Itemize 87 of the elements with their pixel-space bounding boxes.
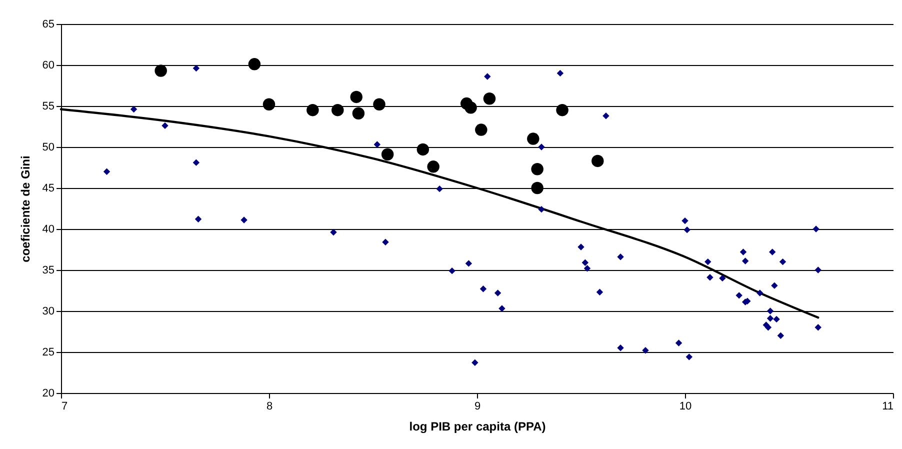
point [592, 154, 604, 168]
point [596, 288, 604, 296]
point [764, 324, 772, 331]
point [194, 216, 202, 223]
point [306, 104, 319, 116]
point [556, 70, 564, 77]
point [706, 274, 714, 281]
point [556, 104, 568, 116]
point [769, 248, 776, 256]
point [742, 258, 749, 264]
point [103, 168, 110, 175]
point [777, 332, 784, 339]
point [642, 347, 649, 354]
point [427, 160, 440, 173]
point [448, 267, 456, 274]
point [381, 148, 394, 160]
point [740, 248, 747, 256]
point [812, 226, 820, 232]
point [773, 316, 780, 323]
point [779, 258, 786, 266]
point [330, 228, 337, 236]
point [464, 102, 477, 114]
point [675, 340, 682, 346]
x-axis-title: log PIB per capita (PPA) [409, 420, 546, 434]
point [332, 104, 344, 116]
point [480, 286, 487, 292]
point [578, 244, 584, 250]
y-tick-label: 55 [42, 100, 54, 112]
point [766, 315, 774, 322]
point [130, 106, 138, 113]
point [382, 238, 389, 246]
point [484, 73, 491, 80]
point [494, 290, 502, 296]
y-tick-label: 65 [42, 18, 54, 30]
point [719, 274, 726, 282]
point [531, 182, 544, 194]
point [374, 141, 381, 148]
x-tick-label: 11 [882, 400, 894, 412]
point [436, 185, 443, 192]
point [352, 107, 365, 120]
point [766, 308, 774, 314]
x-tick-label: 10 [679, 400, 692, 412]
point [527, 132, 540, 145]
y-tick-label: 60 [42, 60, 54, 72]
point [617, 254, 624, 260]
point [814, 324, 822, 331]
point [350, 90, 362, 104]
point [531, 163, 544, 176]
y-axis-title: coeficiente de Gini [18, 156, 32, 262]
point [538, 206, 545, 213]
y-tick-label: 40 [42, 224, 54, 236]
point [584, 265, 591, 272]
point [771, 282, 778, 289]
point [192, 159, 200, 166]
point [617, 344, 624, 352]
point [192, 64, 200, 72]
x-tick-label: 8 [266, 400, 273, 412]
point [498, 305, 506, 312]
point [736, 292, 742, 299]
point [686, 354, 693, 360]
x-tick-label: 9 [474, 400, 481, 412]
y-tick-label: 20 [42, 388, 54, 400]
y-tick-label: 30 [42, 306, 54, 318]
point [756, 290, 764, 296]
y-tick-label: 35 [42, 264, 54, 276]
point [262, 98, 276, 110]
point [538, 144, 545, 150]
point [248, 58, 261, 70]
point [162, 122, 168, 130]
point [483, 92, 496, 105]
point [373, 98, 386, 110]
point [582, 259, 589, 266]
point [154, 64, 167, 77]
y-tick-label: 50 [42, 142, 54, 154]
y-tick-label: 25 [42, 346, 54, 358]
point [472, 359, 478, 366]
point [240, 216, 248, 224]
y-tick-label: 45 [42, 182, 54, 194]
point [814, 266, 822, 274]
point [704, 258, 712, 266]
point [465, 260, 472, 267]
point [602, 112, 610, 120]
point [475, 124, 488, 136]
point [684, 226, 690, 234]
x-tick-label: 7 [62, 400, 68, 412]
point [416, 143, 430, 156]
point [682, 217, 688, 224]
